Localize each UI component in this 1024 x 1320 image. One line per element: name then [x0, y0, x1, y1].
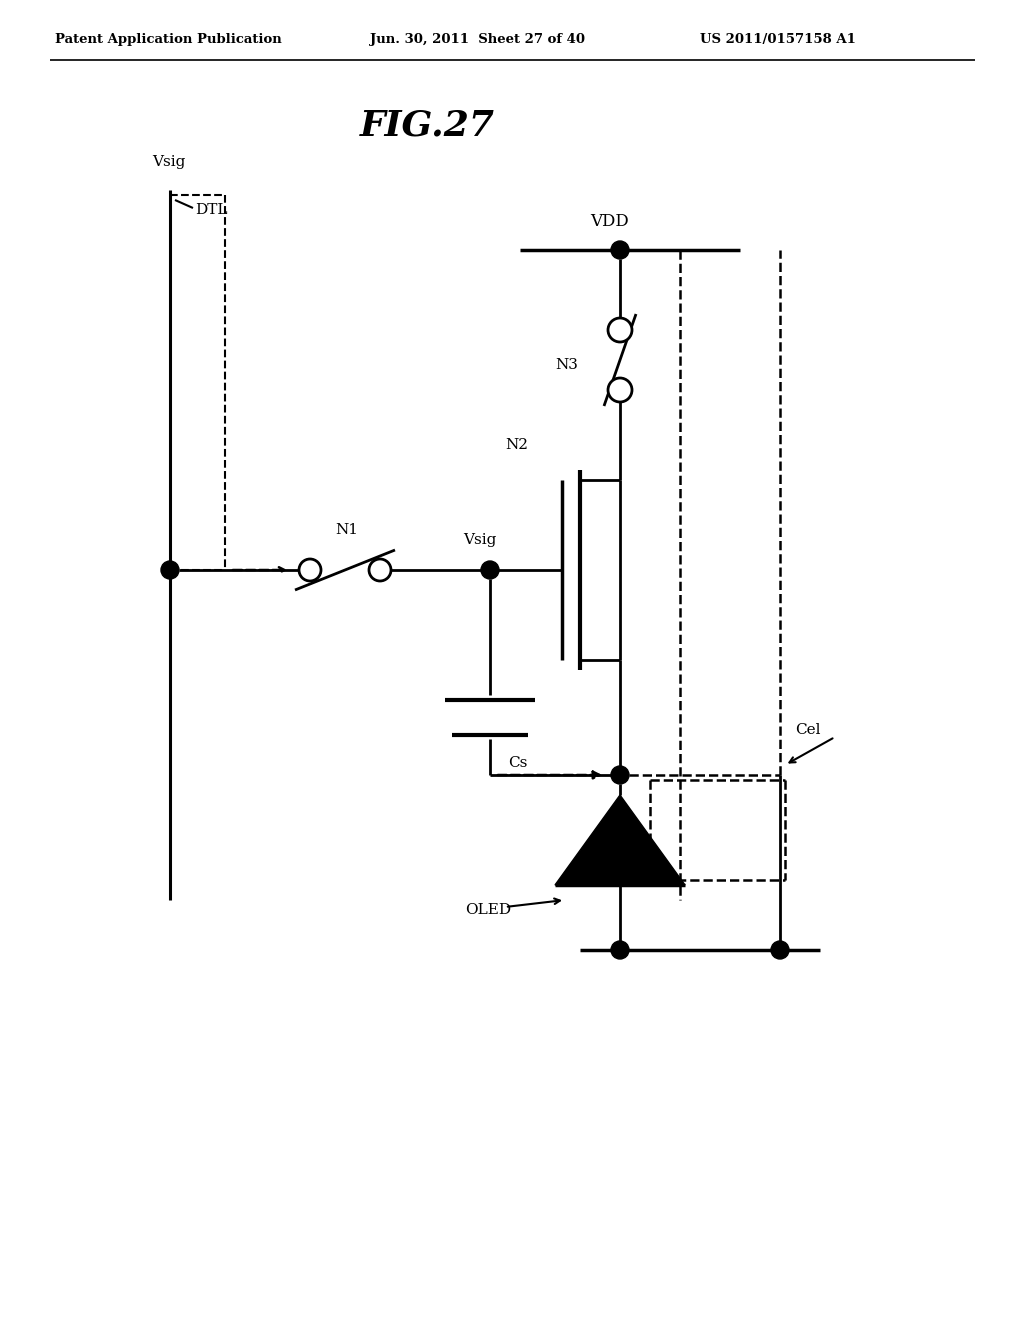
Text: DTL: DTL: [195, 203, 227, 216]
Text: N2: N2: [505, 438, 528, 451]
Circle shape: [608, 318, 632, 342]
Circle shape: [611, 766, 629, 784]
Text: FIG.27: FIG.27: [360, 108, 495, 143]
Text: Jun. 30, 2011  Sheet 27 of 40: Jun. 30, 2011 Sheet 27 of 40: [370, 33, 585, 46]
Text: US 2011/0157158 A1: US 2011/0157158 A1: [700, 33, 856, 46]
Text: Cs: Cs: [508, 756, 527, 770]
Circle shape: [299, 558, 321, 581]
Text: N1: N1: [335, 523, 358, 537]
Text: N3: N3: [555, 358, 578, 372]
Text: OLED: OLED: [465, 903, 511, 917]
Circle shape: [481, 561, 499, 579]
Text: Patent Application Publication: Patent Application Publication: [55, 33, 282, 46]
Text: Vsig: Vsig: [152, 154, 185, 169]
Circle shape: [608, 378, 632, 403]
Circle shape: [611, 941, 629, 960]
Text: Cel: Cel: [795, 723, 820, 737]
Circle shape: [161, 561, 179, 579]
Circle shape: [771, 941, 790, 960]
Text: VDD: VDD: [591, 214, 630, 231]
Text: Vsig: Vsig: [463, 533, 497, 546]
Circle shape: [369, 558, 391, 581]
Circle shape: [611, 242, 629, 259]
Polygon shape: [555, 795, 685, 884]
